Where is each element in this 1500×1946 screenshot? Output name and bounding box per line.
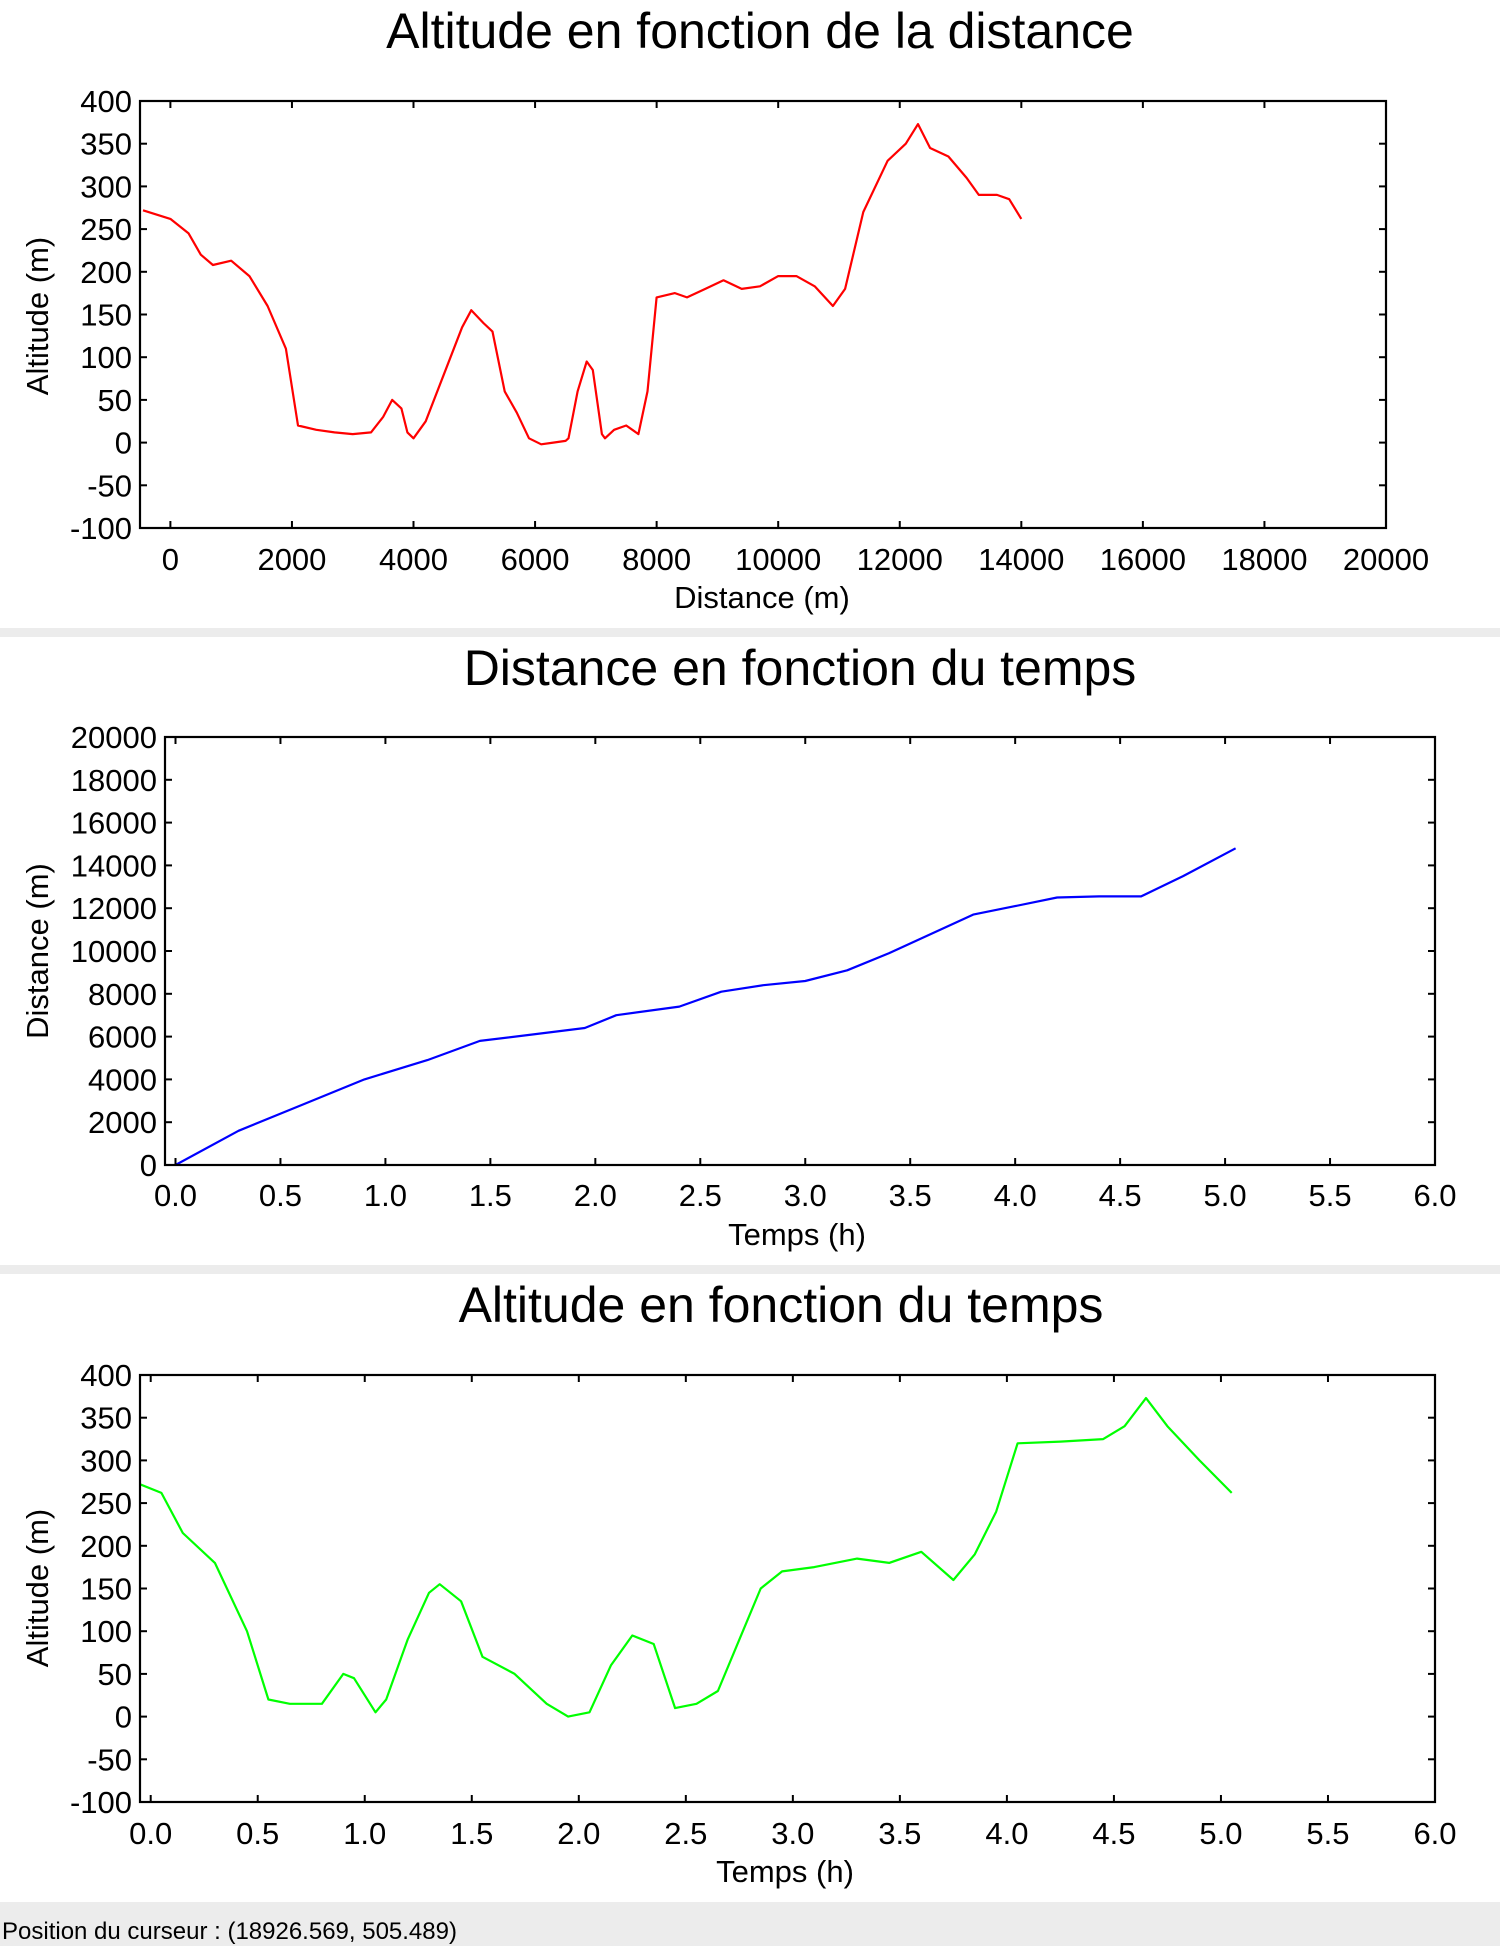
- y-tick-label: 250: [80, 1486, 132, 1521]
- x-tick-label: 2.5: [664, 1816, 707, 1851]
- series-line: [140, 1396, 1233, 1718]
- x-axis-label: Temps (h): [728, 1217, 866, 1252]
- plot-frame: [138, 1373, 1437, 1804]
- chart-title: Altitude en fonction de la distance: [386, 3, 1134, 59]
- y-tick-label: -50: [87, 1742, 132, 1777]
- chart-title: Altitude en fonction du temps: [459, 1277, 1104, 1333]
- y-tick-label: 0: [115, 1700, 132, 1735]
- y-tick-label: 100: [80, 340, 132, 375]
- y-tick-label: 50: [98, 1657, 132, 1692]
- cursor-position-text: Position du curseur : (18926.569, 505.48…: [2, 1918, 457, 1945]
- y-axis-label: Altitude (m): [20, 237, 55, 395]
- y-tick-label: 8000: [88, 977, 157, 1012]
- y-tick-label: 350: [80, 1401, 132, 1436]
- y-tick-label: 2000: [88, 1105, 157, 1140]
- x-tick-label: 0.5: [236, 1816, 279, 1851]
- chart-panel-distance-time: Distance en fonction du temps Temps (h) Di…: [0, 637, 1500, 1265]
- x-tick-label: 1.0: [364, 1178, 407, 1213]
- y-tick-label: 150: [80, 298, 132, 333]
- x-tick-label: 5.0: [1199, 1816, 1242, 1851]
- x-tick-label: 0.5: [259, 1178, 302, 1213]
- x-tick-label: 0: [162, 542, 179, 577]
- x-tick-label: 4.5: [1092, 1816, 1135, 1851]
- chart-panel-altitude-distance: Altitude en fonction de la distance Dista…: [0, 0, 1500, 628]
- y-tick-label: 0: [140, 1148, 157, 1183]
- y-tick-label: 400: [80, 84, 132, 119]
- status-bar: Position du curseur : (18926.569, 505.48…: [0, 1908, 1500, 1945]
- x-tick-label: 3.0: [771, 1816, 814, 1851]
- chart-altitude-time: Altitude en fonction du temps Temps (h) Al…: [20, 1277, 1457, 1889]
- x-tick-label: 4.0: [985, 1816, 1028, 1851]
- x-tick-label: 2.5: [679, 1178, 722, 1213]
- x-tick-label: 5.0: [1204, 1178, 1247, 1213]
- x-tick-label: 10000: [735, 542, 821, 577]
- chart-altitude-distance: Altitude en fonction de la distance Dista…: [20, 3, 1429, 615]
- plot-frame: [163, 735, 1437, 1167]
- y-tick-label: 300: [80, 169, 132, 204]
- x-tick-label: 4.5: [1099, 1178, 1142, 1213]
- y-tick-label: 300: [80, 1443, 132, 1478]
- chart-distance-time: Distance en fonction du temps Temps (h) Di…: [20, 640, 1457, 1252]
- y-tick-label: 200: [80, 1529, 132, 1564]
- x-tick-label: 0.0: [129, 1816, 172, 1851]
- x-tick-label: 20000: [1343, 542, 1429, 577]
- x-tick-label: 5.5: [1308, 1178, 1351, 1213]
- x-tick-label: 8000: [622, 542, 691, 577]
- x-tick-label: 4000: [379, 542, 448, 577]
- x-axis-label: Distance (m): [674, 580, 850, 615]
- y-tick-label: 10000: [71, 934, 157, 969]
- y-tick-label: 20000: [71, 720, 157, 755]
- y-tick-label: 150: [80, 1572, 132, 1607]
- y-tick-label: 350: [80, 127, 132, 162]
- x-tick-label: 5.5: [1306, 1816, 1349, 1851]
- x-tick-label: 3.0: [784, 1178, 827, 1213]
- x-tick-label: 14000: [978, 542, 1064, 577]
- y-tick-label: 14000: [71, 848, 157, 883]
- y-tick-label: -100: [70, 511, 132, 546]
- x-tick-label: 6.0: [1413, 1178, 1456, 1213]
- x-tick-label: 16000: [1100, 542, 1186, 577]
- x-tick-label: 6000: [501, 542, 570, 577]
- plot-frame: [138, 99, 1388, 530]
- y-tick-label: 50: [98, 383, 132, 418]
- y-tick-label: 0: [115, 426, 132, 461]
- series-line: [142, 122, 1023, 446]
- y-tick-label: 100: [80, 1614, 132, 1649]
- x-tick-label: 1.5: [469, 1178, 512, 1213]
- x-tick-label: 6.0: [1413, 1816, 1456, 1851]
- y-axis-label: Altitude (m): [20, 1509, 55, 1667]
- y-tick-label: 400: [80, 1358, 132, 1393]
- x-tick-label: 3.5: [878, 1816, 921, 1851]
- x-axis-label: Temps (h): [716, 1854, 854, 1889]
- y-tick-label: 16000: [71, 806, 157, 841]
- x-tick-label: 2.0: [574, 1178, 617, 1213]
- y-tick-label: -100: [70, 1785, 132, 1820]
- y-tick-label: -50: [87, 468, 132, 503]
- x-tick-label: 3.5: [889, 1178, 932, 1213]
- series-line: [174, 847, 1237, 1165]
- x-tick-label: 2000: [257, 542, 326, 577]
- x-tick-label: 1.5: [450, 1816, 493, 1851]
- x-tick-label: 18000: [1221, 542, 1307, 577]
- y-tick-label: 12000: [71, 891, 157, 926]
- y-tick-label: 6000: [88, 1020, 157, 1055]
- y-tick-label: 4000: [88, 1062, 157, 1097]
- y-tick-label: 200: [80, 255, 132, 290]
- y-axis-label: Distance (m): [20, 863, 55, 1039]
- x-tick-label: 4.0: [994, 1178, 1037, 1213]
- y-tick-label: 250: [80, 212, 132, 247]
- chart-title: Distance en fonction du temps: [464, 640, 1137, 696]
- x-tick-label: 12000: [857, 542, 943, 577]
- x-tick-label: 0.0: [154, 1178, 197, 1213]
- x-tick-label: 2.0: [557, 1816, 600, 1851]
- chart-panel-altitude-time: Altitude en fonction du temps Temps (h) Al…: [0, 1274, 1500, 1902]
- y-tick-label: 18000: [71, 763, 157, 798]
- x-tick-label: 1.0: [343, 1816, 386, 1851]
